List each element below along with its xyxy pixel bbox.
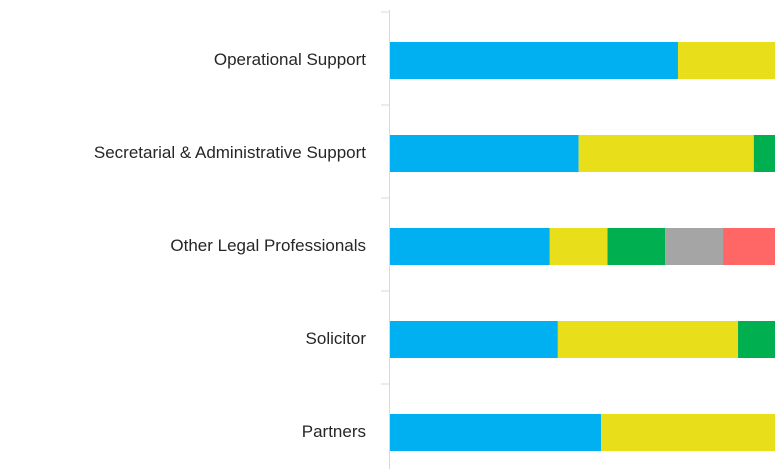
y-tick-label: Partners bbox=[302, 422, 366, 441]
bar-segment bbox=[390, 228, 550, 265]
bar-segment bbox=[723, 228, 775, 265]
bar-segment bbox=[390, 42, 678, 79]
bar-segment bbox=[600, 414, 775, 451]
bar-segment bbox=[665, 228, 724, 265]
bar-segment bbox=[390, 135, 579, 172]
bar-segment bbox=[390, 321, 558, 358]
bar-segment bbox=[390, 414, 601, 451]
bar-segment bbox=[753, 135, 775, 172]
bar-segment bbox=[549, 228, 608, 265]
y-tick-label: Solicitor bbox=[306, 329, 367, 348]
bar-segment bbox=[607, 228, 666, 265]
y-tick-label: Operational Support bbox=[214, 50, 366, 69]
y-tick-label: Other Legal Professionals bbox=[170, 236, 366, 255]
bar-segment bbox=[557, 321, 739, 358]
bar-segment bbox=[578, 135, 754, 172]
y-tick-label: Secretarial & Administrative Support bbox=[94, 143, 366, 162]
bar-segment bbox=[677, 42, 775, 79]
bar-segment bbox=[738, 321, 775, 358]
